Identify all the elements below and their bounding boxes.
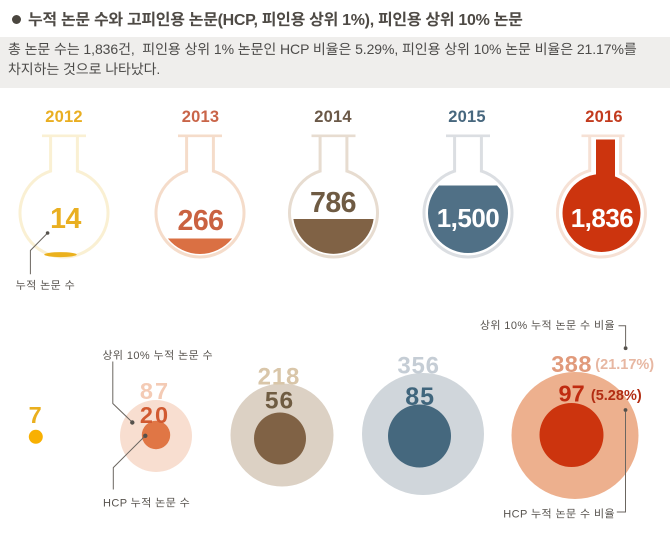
svg-text:상위 10% 누적 논문 수 비율: 상위 10% 누적 논문 수 비율 [480,319,615,332]
svg-text:266: 266 [177,205,223,237]
svg-text:7: 7 [29,402,42,428]
svg-text:(5.28%): (5.28%) [591,388,642,404]
svg-text:2016: 2016 [585,108,623,126]
svg-text:2015: 2015 [448,108,486,126]
svg-text:87: 87 [140,378,170,404]
svg-text:85: 85 [405,383,435,411]
svg-text:1,836: 1,836 [571,203,634,233]
svg-text:2012: 2012 [45,108,83,126]
svg-text:56: 56 [265,388,294,415]
svg-text:2013: 2013 [182,108,220,126]
svg-text:356: 356 [397,352,439,379]
svg-text:388: 388 [551,351,592,377]
svg-text:2014: 2014 [314,108,352,126]
svg-text:97: 97 [559,381,585,407]
svg-text:HCP 누적 논문 수: HCP 누적 논문 수 [103,497,190,510]
svg-text:1,500: 1,500 [437,203,500,233]
svg-text:누적 논문 수: 누적 논문 수 [16,279,76,292]
svg-text:786: 786 [310,187,356,219]
svg-text:상위 10% 누적 논문 수: 상위 10% 누적 논문 수 [102,349,213,362]
svg-text:14: 14 [50,203,81,235]
svg-text:20: 20 [140,402,170,428]
svg-text:HCP 누적 논문 수 비율: HCP 누적 논문 수 비율 [503,508,615,521]
svg-text:(21.17%): (21.17%) [595,357,654,373]
svg-text:218: 218 [258,364,300,391]
